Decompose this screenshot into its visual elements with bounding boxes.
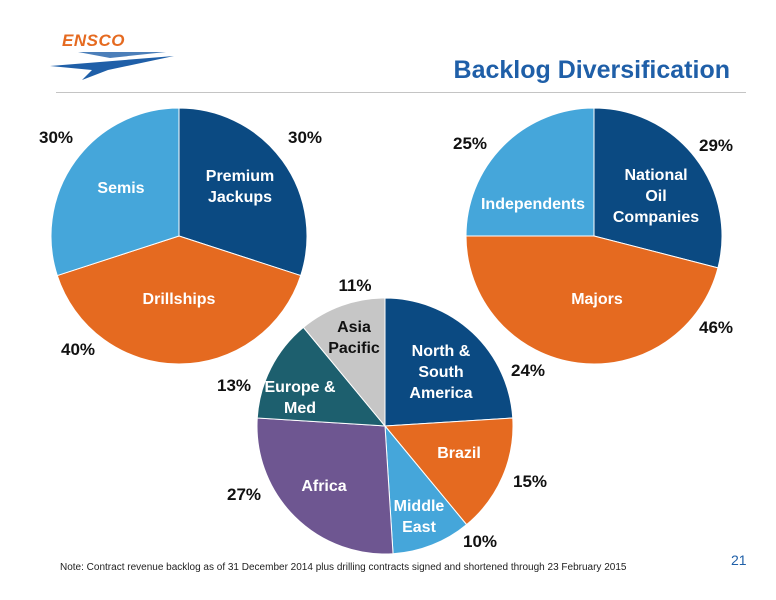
page-title: Backlog Diversification (453, 56, 730, 84)
pct-label-middle-east: 10% (463, 532, 497, 551)
slice-label-asia-pacific: Asia Pacific (328, 319, 380, 357)
pie-slice-national-oil-companies (593, 107, 723, 269)
pie-slice-middle-east (384, 424, 468, 555)
slice-label-drillships: Drillships (143, 291, 216, 308)
pct-label-premium-jackups: 30% (288, 128, 322, 147)
pct-label-national-oil-companies: 29% (699, 136, 733, 155)
pct-label-independents: 25% (453, 134, 487, 153)
ensco-logo: ENSCO (50, 31, 174, 80)
logo-text: ENSCO (62, 31, 125, 50)
logo-swoosh-icon (50, 56, 174, 80)
pie-slice-semis (50, 107, 180, 277)
pie-slice-europe-and-med (256, 326, 387, 427)
slice-label-national-oil-companies: National Oil Companies (613, 167, 699, 226)
slice-label-majors: Majors (571, 291, 623, 308)
slice-label-semis: Semis (97, 180, 144, 197)
pie-slice-asia-pacific (302, 297, 386, 428)
pie-slice-brazil (383, 417, 514, 526)
slice-label-north-and-south-america: North & South America (409, 343, 472, 402)
pie-slice-independents (465, 107, 595, 237)
footnote: Note: Contract revenue backlog as of 31 … (60, 562, 627, 573)
slice-label-middle-east: Middle East (394, 498, 445, 536)
slice-label-independents: Independents (481, 196, 585, 213)
pie-slice-africa (256, 417, 394, 555)
pct-label-asia-pacific: 11% (338, 276, 371, 295)
pie-slice-premium-jackups (178, 107, 308, 277)
pct-label-europe-and-med: 13% (217, 376, 251, 395)
pct-label-drillships: 40% (61, 340, 95, 359)
slice-label-europe-and-med: Europe & Med (264, 379, 336, 417)
title-divider (56, 92, 746, 93)
slice-label-premium-jackups: Premium Jackups (206, 168, 274, 206)
pct-label-brazil: 15% (513, 472, 547, 491)
pie-slice-drillships (56, 235, 302, 365)
slice-label-africa: Africa (301, 478, 346, 495)
pie-slice-north-and-south-america (384, 297, 514, 427)
pct-label-semis: 30% (39, 128, 73, 147)
pct-label-north-and-south-america: 24% (511, 361, 545, 380)
pct-label-africa: 27% (227, 485, 261, 504)
pie-chart-rig-type: Premium Jackups 30% Drillships 40% Semis 30% (39, 107, 322, 365)
page-number: 21 (731, 552, 747, 568)
pie-slice-majors (465, 235, 719, 365)
slice-label-brazil: Brazil (437, 445, 481, 462)
pct-label-majors: 46% (699, 318, 733, 337)
logo-bar-icon (78, 52, 166, 58)
pie-chart-region: North & South America 24% Brazil 15% Middle Eas… (217, 276, 547, 555)
